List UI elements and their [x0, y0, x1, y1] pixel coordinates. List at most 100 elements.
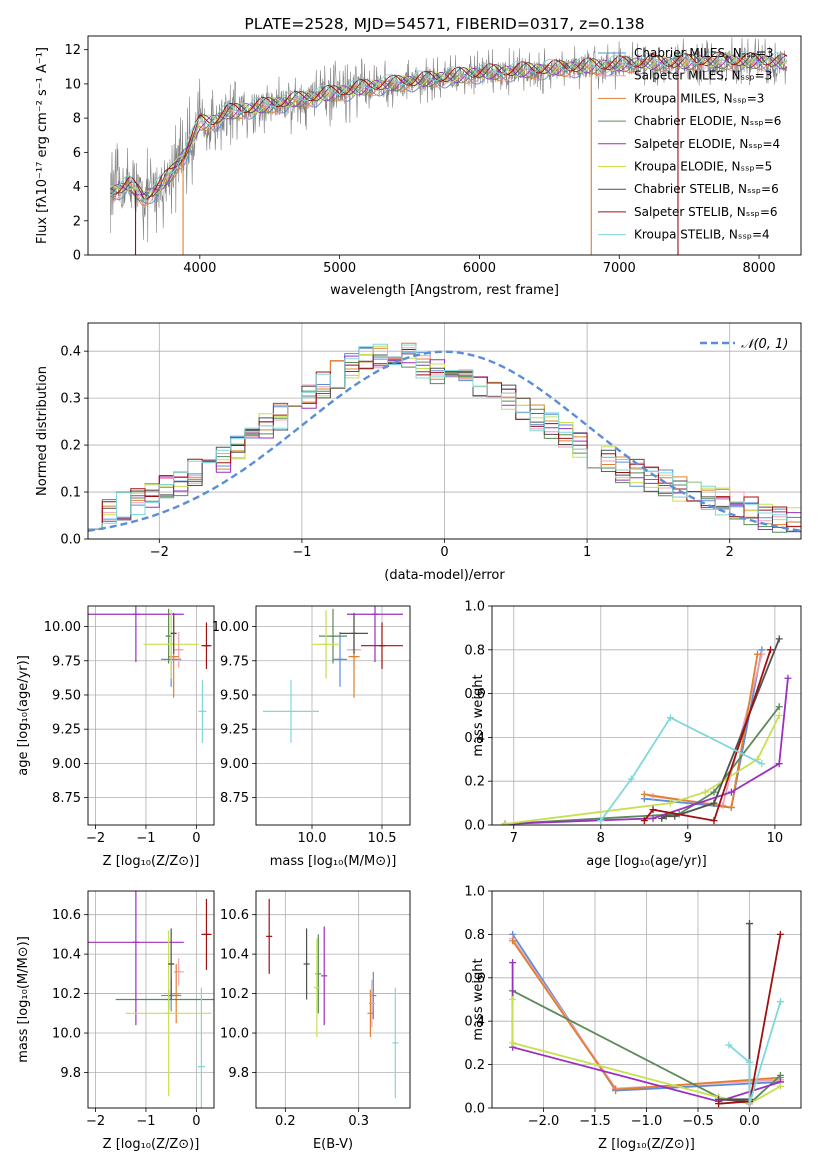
- y-tick-label: 10.6: [52, 908, 81, 923]
- model-spectrum-chabrier_miles: [110, 59, 788, 204]
- x-tick-label: −1: [292, 545, 311, 560]
- y-tick-label: 0: [73, 249, 81, 264]
- y-tick-label: 9.00: [220, 757, 249, 772]
- legend-label: 𝒩(0, 1): [741, 337, 788, 352]
- x-axis-label: Z [log₁₀(Z/Z⊙)]: [598, 1137, 695, 1152]
- y-tick-label: 0.1: [60, 486, 81, 501]
- x-axis-label: E(B-V): [313, 1137, 353, 1152]
- legend-label: Kroupa STELIB, Nₛₛₚ=4: [634, 228, 770, 242]
- axes-frame: [87, 605, 215, 826]
- errorbar-plot: [263, 606, 403, 743]
- x-tick-label: 10: [767, 831, 784, 846]
- y-tick-label: 10: [64, 77, 81, 92]
- marker-salpeter_stelib: [776, 930, 784, 938]
- y-tick-label: 4: [73, 180, 81, 195]
- y-tick-label: 0.0: [464, 819, 485, 834]
- marker-kroupa_elodie: [776, 1082, 784, 1090]
- y-axis-label: mass weight: [471, 674, 486, 756]
- marker-salpeter_elodie: [775, 760, 783, 768]
- y-axis-label: age [log₁₀(age/yr)]: [16, 655, 31, 776]
- x-tick-label: 8: [597, 831, 605, 846]
- x-tick-label: −1.0: [631, 1114, 663, 1129]
- marker-kroupa_miles: [612, 1086, 620, 1094]
- x-tick-label: −2: [86, 831, 105, 846]
- marker-salpeter_elodie: [727, 788, 735, 796]
- x-tick-label: −2: [86, 1114, 105, 1129]
- x-tick-label: −1: [136, 831, 155, 846]
- marker-kroupa_miles: [509, 937, 517, 945]
- y-tick-label: 0.8: [464, 928, 485, 943]
- y-tick-label: 6: [73, 146, 81, 161]
- y-tick-label: 0.6: [464, 971, 485, 986]
- x-tick-label: 0: [192, 831, 200, 846]
- series-salpeter_stelib: [643, 649, 772, 822]
- model-spectrum-salpeter_miles: [110, 58, 788, 207]
- y-tick-label: 12: [64, 43, 81, 58]
- marker-chabrier_elodie: [776, 1071, 784, 1079]
- series-kroupa_stelib: [600, 716, 763, 822]
- series-kroupa_stelib: [728, 1001, 782, 1104]
- y-axis-label: Flux [fλ10⁻¹⁷ erg cm⁻² s⁻¹ A⁻¹]: [35, 47, 50, 244]
- legend-label: Salpeter MILES, Nₛₛₚ=3: [634, 69, 772, 83]
- histogram-plot: [88, 342, 801, 533]
- y-axis-label: mass weight: [471, 958, 486, 1040]
- y-tick-label: 10.0: [220, 1027, 249, 1042]
- y-tick-label: 8.75: [220, 791, 249, 806]
- legend-label: Chabrier ELODIE, Nₛₛₚ=6: [634, 114, 781, 128]
- y-tick-label: 0.8: [464, 643, 485, 658]
- x-axis-label: wavelength [Angstrom, rest frame]: [330, 283, 559, 298]
- y-tick-label: 10.00: [44, 620, 81, 635]
- x-axis-label: age [log₁₀(age/yr)]: [586, 854, 707, 869]
- legend-label: Chabrier MILES, Nₛₛₚ=3: [634, 46, 774, 60]
- y-axis-label: mass [log₁₀(M/M⊙)]: [16, 936, 31, 1063]
- x-tick-label: 9: [684, 831, 692, 846]
- x-tick-label: 1: [583, 545, 591, 560]
- marker-kroupa_stelib: [597, 817, 605, 825]
- x-tick-label: 2: [726, 545, 734, 560]
- marker-kroupa_elodie: [775, 712, 783, 719]
- model-spectrum-chabrier_stelib: [110, 53, 788, 197]
- axes-frame: [87, 35, 802, 256]
- x-tick-label: 10.0: [298, 831, 327, 846]
- marker-chabrier_elodie: [710, 788, 718, 796]
- marker-salpeter_stelib: [649, 806, 657, 814]
- y-tick-label: 9.50: [220, 688, 249, 703]
- y-tick-label: 9.50: [52, 688, 81, 703]
- marker-salpeter_elodie: [509, 959, 517, 967]
- marker-chabrier_stelib: [662, 812, 670, 820]
- y-tick-label: 9.75: [220, 654, 249, 669]
- x-tick-label: 5000: [323, 261, 356, 276]
- marker-salpeter_stelib: [640, 817, 648, 825]
- x-tick-label: 6000: [463, 261, 496, 276]
- y-tick-label: 10.2: [52, 987, 81, 1002]
- x-axis-label: Z [log₁₀(Z/Z⊙)]: [103, 1137, 200, 1152]
- y-tick-label: 0.2: [464, 775, 485, 790]
- marker-chabrier_stelib: [710, 799, 718, 807]
- errorbar-plot: [266, 898, 399, 1099]
- marker-salpeter_elodie: [784, 674, 792, 682]
- y-tick-label: 10.2: [220, 987, 249, 1002]
- x-tick-label: −2.0: [528, 1114, 560, 1129]
- marker-salpeter_stelib: [715, 1100, 723, 1108]
- y-tick-label: 0.3: [60, 392, 81, 407]
- marker-kroupa_elodie: [501, 820, 509, 825]
- y-tick-label: 10.6: [220, 908, 249, 923]
- marker-salpeter_stelib: [710, 817, 718, 825]
- model-spectrum-salpeter_stelib: [110, 52, 788, 200]
- axes-frame: [491, 890, 802, 1109]
- y-tick-label: 10.4: [52, 948, 81, 963]
- x-tick-label: 0: [192, 1114, 200, 1129]
- histogram-kroupa_stelib: [88, 343, 801, 530]
- marker-chabrier_stelib: [775, 635, 783, 643]
- y-tick-label: 10.4: [220, 948, 249, 963]
- model-spectrum-kroupa_elodie: [110, 54, 788, 194]
- marker-chabrier_stelib: [746, 920, 753, 928]
- weight-plot: [509, 920, 784, 1108]
- y-tick-label: 2: [73, 214, 81, 229]
- marker-kroupa_stelib: [758, 760, 766, 768]
- x-tick-label: 10.5: [368, 831, 397, 846]
- y-tick-label: 0.4: [464, 731, 485, 746]
- y-tick-label: 9.25: [220, 723, 249, 738]
- y-tick-label: 10.0: [52, 1027, 81, 1042]
